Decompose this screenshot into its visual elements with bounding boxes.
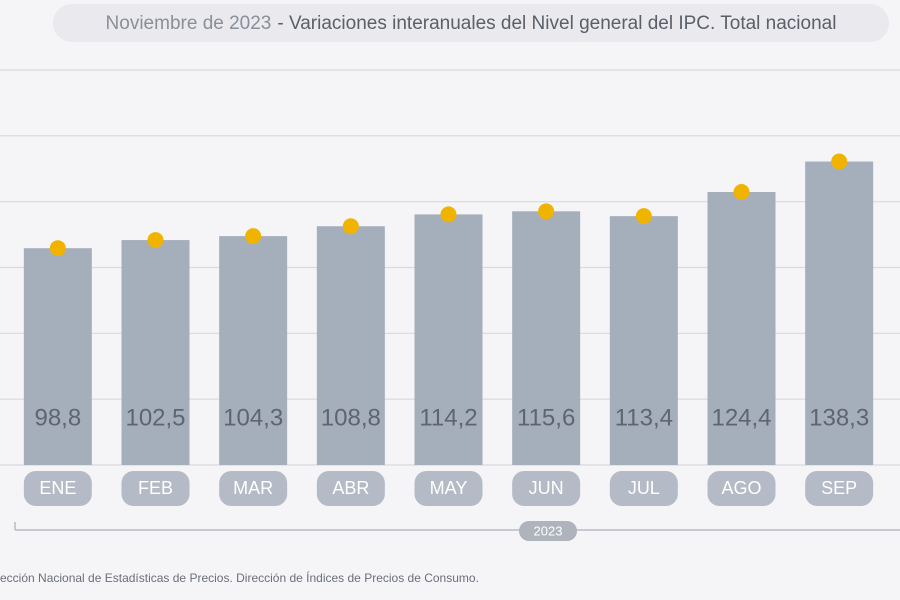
value-marker: [342, 218, 359, 235]
category-pill: [316, 471, 385, 506]
x-tick-label: SEP: [821, 478, 857, 498]
x-group-label: 2023: [534, 523, 563, 538]
bar: [805, 161, 874, 465]
date-label: Noviembre de 2023: [106, 13, 272, 34]
category-pill: [805, 471, 874, 506]
bar: [414, 214, 483, 465]
value-marker: [733, 184, 750, 201]
chart-title: Noviembre de 2023- Variaciones interanua…: [106, 13, 837, 34]
bar: [512, 211, 581, 465]
bar: [316, 226, 385, 465]
value-marker: [635, 208, 652, 225]
value-label: 113,4: [615, 404, 673, 431]
bar: [707, 192, 776, 465]
x-tick-label: JUL: [628, 478, 660, 498]
category-pill: [609, 471, 678, 506]
x-tick-label: MAY: [430, 478, 468, 498]
bar: [121, 240, 190, 465]
value-label: 115,6: [517, 404, 575, 431]
category-pill: [414, 471, 483, 506]
title-text: - Variaciones interanuales del Nivel gen…: [277, 13, 836, 34]
value-label: 98,8: [34, 404, 81, 431]
value-label: 124,4: [711, 404, 771, 431]
bar: [609, 216, 678, 465]
category-pill: [23, 471, 92, 506]
group-pill: [519, 521, 577, 541]
value-marker: [831, 153, 848, 170]
bar: [23, 248, 92, 465]
category-pill: [121, 471, 190, 506]
value-marker: [147, 232, 164, 249]
category-pill: [219, 471, 288, 506]
value-label: 108,8: [321, 404, 381, 431]
value-marker: [440, 206, 457, 223]
x-tick-label: AGO: [721, 478, 761, 498]
value-label: 104,3: [223, 404, 283, 431]
bar: [219, 236, 288, 465]
value-marker: [245, 228, 262, 245]
value-label: 138,3: [809, 404, 869, 431]
x-tick-label: FEB: [138, 478, 173, 498]
x-tick-label: ABR: [332, 478, 369, 498]
x-tick-label: JUN: [529, 478, 564, 498]
x-tick-label: ENE: [39, 478, 76, 498]
category-pill: [707, 471, 776, 506]
value-label: 102,5: [125, 404, 185, 431]
category-pill: [512, 471, 581, 506]
title-pill: [53, 4, 889, 42]
value-marker: [538, 203, 555, 220]
value-marker: [49, 240, 66, 257]
value-label: 114,2: [419, 404, 477, 431]
x-tick-label: MAR: [233, 478, 273, 498]
source-note: ección Nacional de Estadísticas de Preci…: [0, 570, 479, 585]
